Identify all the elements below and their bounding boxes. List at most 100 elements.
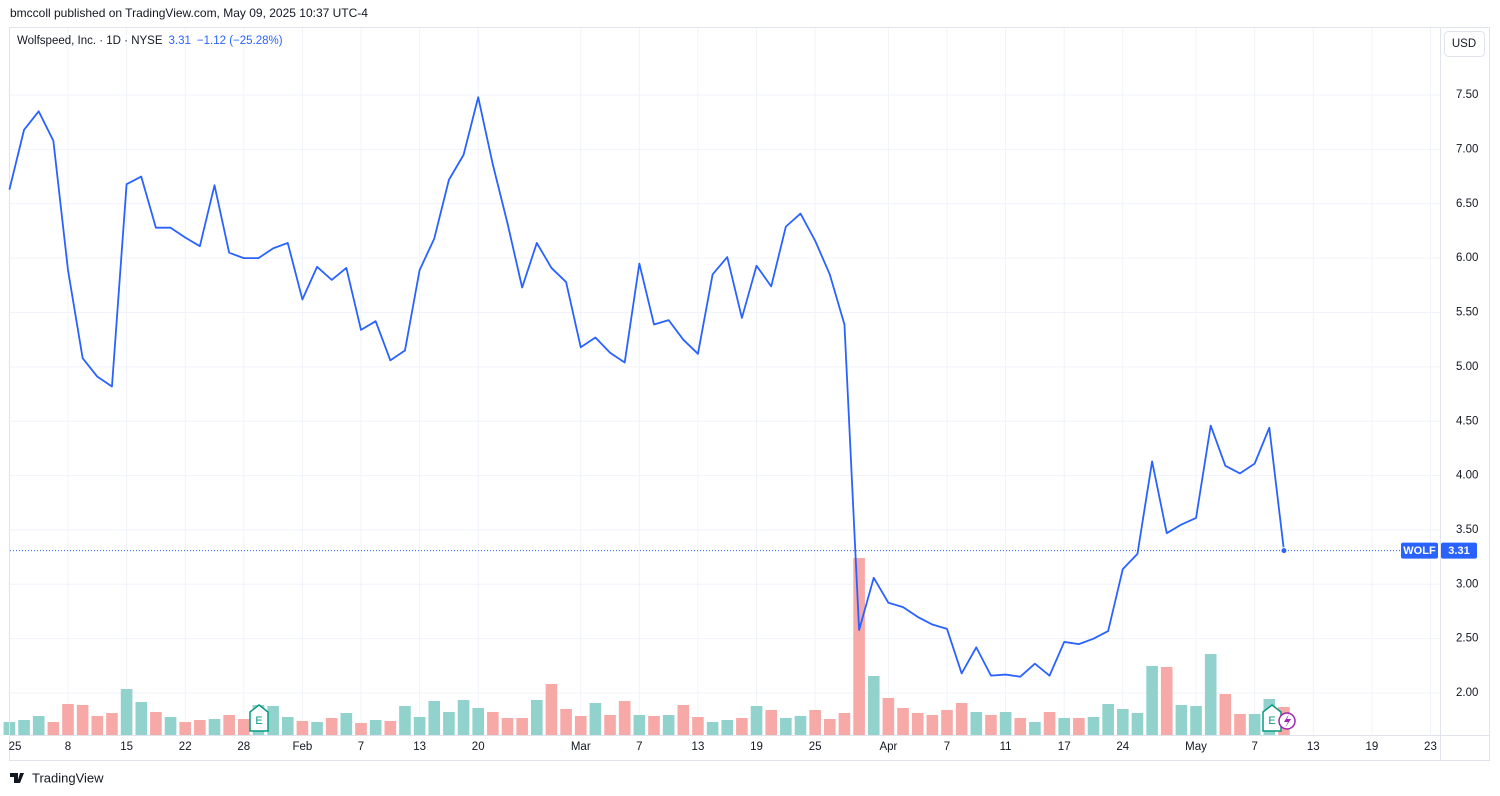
volume-bar [1102, 704, 1114, 735]
x-tick-label: 13 [1307, 741, 1320, 753]
volume-bar [428, 701, 441, 735]
y-tick-label: 3.00 [1456, 578, 1478, 590]
volume-bar [531, 700, 543, 735]
volume-bar [1234, 714, 1246, 735]
x-tick-label: 15 [120, 741, 133, 753]
volume-bar [1146, 666, 1158, 735]
currency-button[interactable] [1444, 31, 1485, 57]
volume-bar [1029, 722, 1041, 735]
y-tick-label: 3.50 [1456, 524, 1478, 536]
grid [8, 27, 1440, 735]
volume-bar [970, 712, 983, 735]
legend-title: Wolfspeed, Inc. · 1D · NYSE [17, 35, 163, 47]
x-tick-label: 7 [1251, 741, 1257, 753]
volume-bar [443, 712, 455, 735]
volume-bar [501, 718, 514, 735]
y-tick-label: 2.00 [1456, 687, 1478, 699]
volume-bar [897, 708, 909, 735]
x-tick-label: Mar [571, 741, 591, 753]
x-tick-label: Feb [292, 741, 312, 753]
volume-bar [838, 713, 851, 735]
x-tick-label: 7 [944, 741, 950, 753]
x-tick-label: 17 [1058, 741, 1071, 753]
x-tick-label: 19 [1365, 741, 1378, 753]
x-tick-label: 11 [1000, 741, 1012, 753]
volume-bar [1248, 714, 1261, 735]
x-tick-label: 28 [237, 741, 250, 753]
volume-bar [1190, 706, 1202, 735]
x-tick-label: 7 [636, 741, 642, 753]
volume-bar [824, 719, 836, 735]
volume-bar [32, 716, 45, 735]
volume-bar [384, 721, 397, 735]
volume-bar [355, 723, 367, 735]
volume-bar [296, 721, 309, 735]
price-tag-label: 3.31 [1448, 545, 1469, 557]
x-tick-label: 22 [179, 741, 192, 753]
volume-bar [472, 708, 484, 735]
volume-bar [911, 713, 924, 735]
x-tick-label: 7 [358, 741, 364, 753]
earnings-label: E [1268, 715, 1275, 727]
volume-bar [677, 705, 690, 735]
x-tick-label: 20 [472, 741, 485, 753]
y-tick-label: 5.50 [1456, 307, 1478, 319]
volume-bar [882, 698, 895, 735]
volume-bar [721, 720, 734, 735]
volume-bar [794, 716, 807, 735]
frame [9, 27, 1490, 761]
volume-bar [618, 701, 631, 735]
volume-bar [267, 706, 279, 735]
volume-bar [1175, 705, 1188, 735]
volume-bar [765, 710, 777, 735]
y-tick-label: 4.50 [1456, 415, 1478, 427]
volume-bar [1160, 667, 1173, 735]
volume-bar [487, 712, 499, 735]
volume-bar [399, 706, 411, 735]
volume-bar [76, 705, 89, 735]
x-tick-label: 19 [750, 741, 763, 753]
volume-bar [1073, 718, 1085, 735]
volume-bar [941, 710, 953, 735]
volume-bar [999, 712, 1012, 735]
volume-bars [3, 558, 1290, 735]
volume-bar [736, 718, 748, 735]
currency: USD [1452, 38, 1476, 50]
y-tick-label: 7.50 [1456, 89, 1478, 101]
volume-bar [1204, 654, 1217, 735]
volume-bar [164, 717, 177, 735]
symbol-tag [1401, 542, 1438, 559]
event-marker [1278, 712, 1296, 730]
volume-bar [706, 722, 719, 735]
volume-bar [574, 716, 587, 735]
volume-bar [867, 676, 880, 735]
volume-bar [1014, 718, 1027, 735]
volume-bar [150, 712, 162, 735]
price-tag [1441, 542, 1477, 559]
volume-bar [457, 700, 470, 735]
volume-bar [208, 719, 221, 735]
volume-bar [1131, 713, 1144, 735]
volume-bar [648, 716, 660, 735]
y-tick-label: 5.00 [1456, 361, 1478, 373]
y-tick-label: 2.50 [1456, 633, 1478, 645]
footer: TradingView [32, 770, 104, 785]
volume-bar [926, 715, 939, 735]
y-tick-label: 4.00 [1456, 470, 1478, 482]
volume-bar [955, 703, 968, 735]
volume-bar [780, 718, 792, 735]
volume-bar [91, 716, 104, 735]
volume-bar [604, 715, 616, 735]
price-line [8, 96, 1285, 678]
volume-bar [853, 558, 865, 735]
x-tick-label: 24 [1116, 741, 1129, 753]
volume-bar [325, 718, 338, 735]
x-tick-label: 13 [413, 741, 426, 753]
volume-bar [633, 715, 646, 735]
volume-bar [179, 722, 191, 735]
legend-price: 3.31 [169, 35, 191, 47]
volume-bar [1043, 712, 1056, 735]
volume-bar [985, 715, 997, 735]
